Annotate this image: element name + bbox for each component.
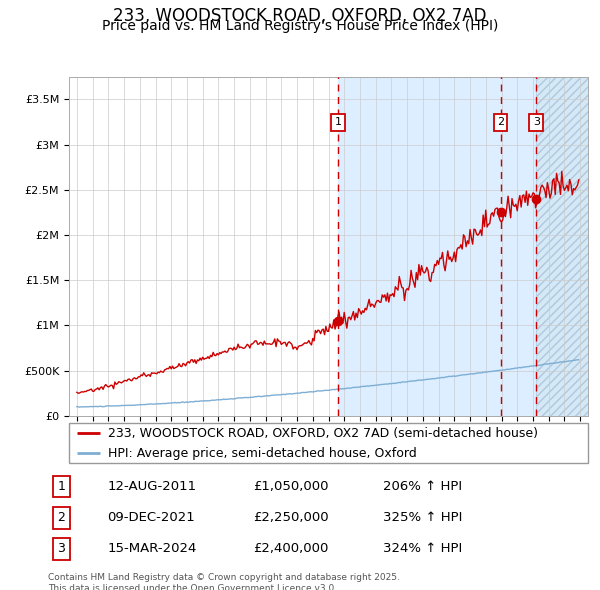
Text: £2,400,000: £2,400,000 — [253, 542, 329, 555]
Text: 2: 2 — [497, 117, 504, 127]
Text: £1,050,000: £1,050,000 — [253, 480, 329, 493]
Text: 233, WOODSTOCK ROAD, OXFORD, OX2 7AD: 233, WOODSTOCK ROAD, OXFORD, OX2 7AD — [113, 7, 487, 25]
Text: 15-MAR-2024: 15-MAR-2024 — [107, 542, 197, 555]
Bar — [536, 77, 588, 416]
FancyBboxPatch shape — [69, 423, 588, 463]
Text: 324% ↑ HPI: 324% ↑ HPI — [383, 542, 462, 555]
Text: HPI: Average price, semi-detached house, Oxford: HPI: Average price, semi-detached house,… — [108, 447, 416, 460]
Text: 3: 3 — [533, 117, 540, 127]
Bar — [338, 77, 536, 416]
Text: 1: 1 — [335, 117, 342, 127]
Text: 2: 2 — [58, 511, 65, 525]
Text: 09-DEC-2021: 09-DEC-2021 — [107, 511, 195, 525]
Text: Contains HM Land Registry data © Crown copyright and database right 2025.
This d: Contains HM Land Registry data © Crown c… — [48, 573, 400, 590]
Text: Price paid vs. HM Land Registry's House Price Index (HPI): Price paid vs. HM Land Registry's House … — [102, 19, 498, 34]
Text: 1: 1 — [58, 480, 65, 493]
Text: £2,250,000: £2,250,000 — [253, 511, 329, 525]
Text: 325% ↑ HPI: 325% ↑ HPI — [383, 511, 462, 525]
Text: 3: 3 — [58, 542, 65, 555]
Text: 12-AUG-2011: 12-AUG-2011 — [107, 480, 197, 493]
Text: 233, WOODSTOCK ROAD, OXFORD, OX2 7AD (semi-detached house): 233, WOODSTOCK ROAD, OXFORD, OX2 7AD (se… — [108, 427, 538, 440]
Text: 206% ↑ HPI: 206% ↑ HPI — [383, 480, 462, 493]
